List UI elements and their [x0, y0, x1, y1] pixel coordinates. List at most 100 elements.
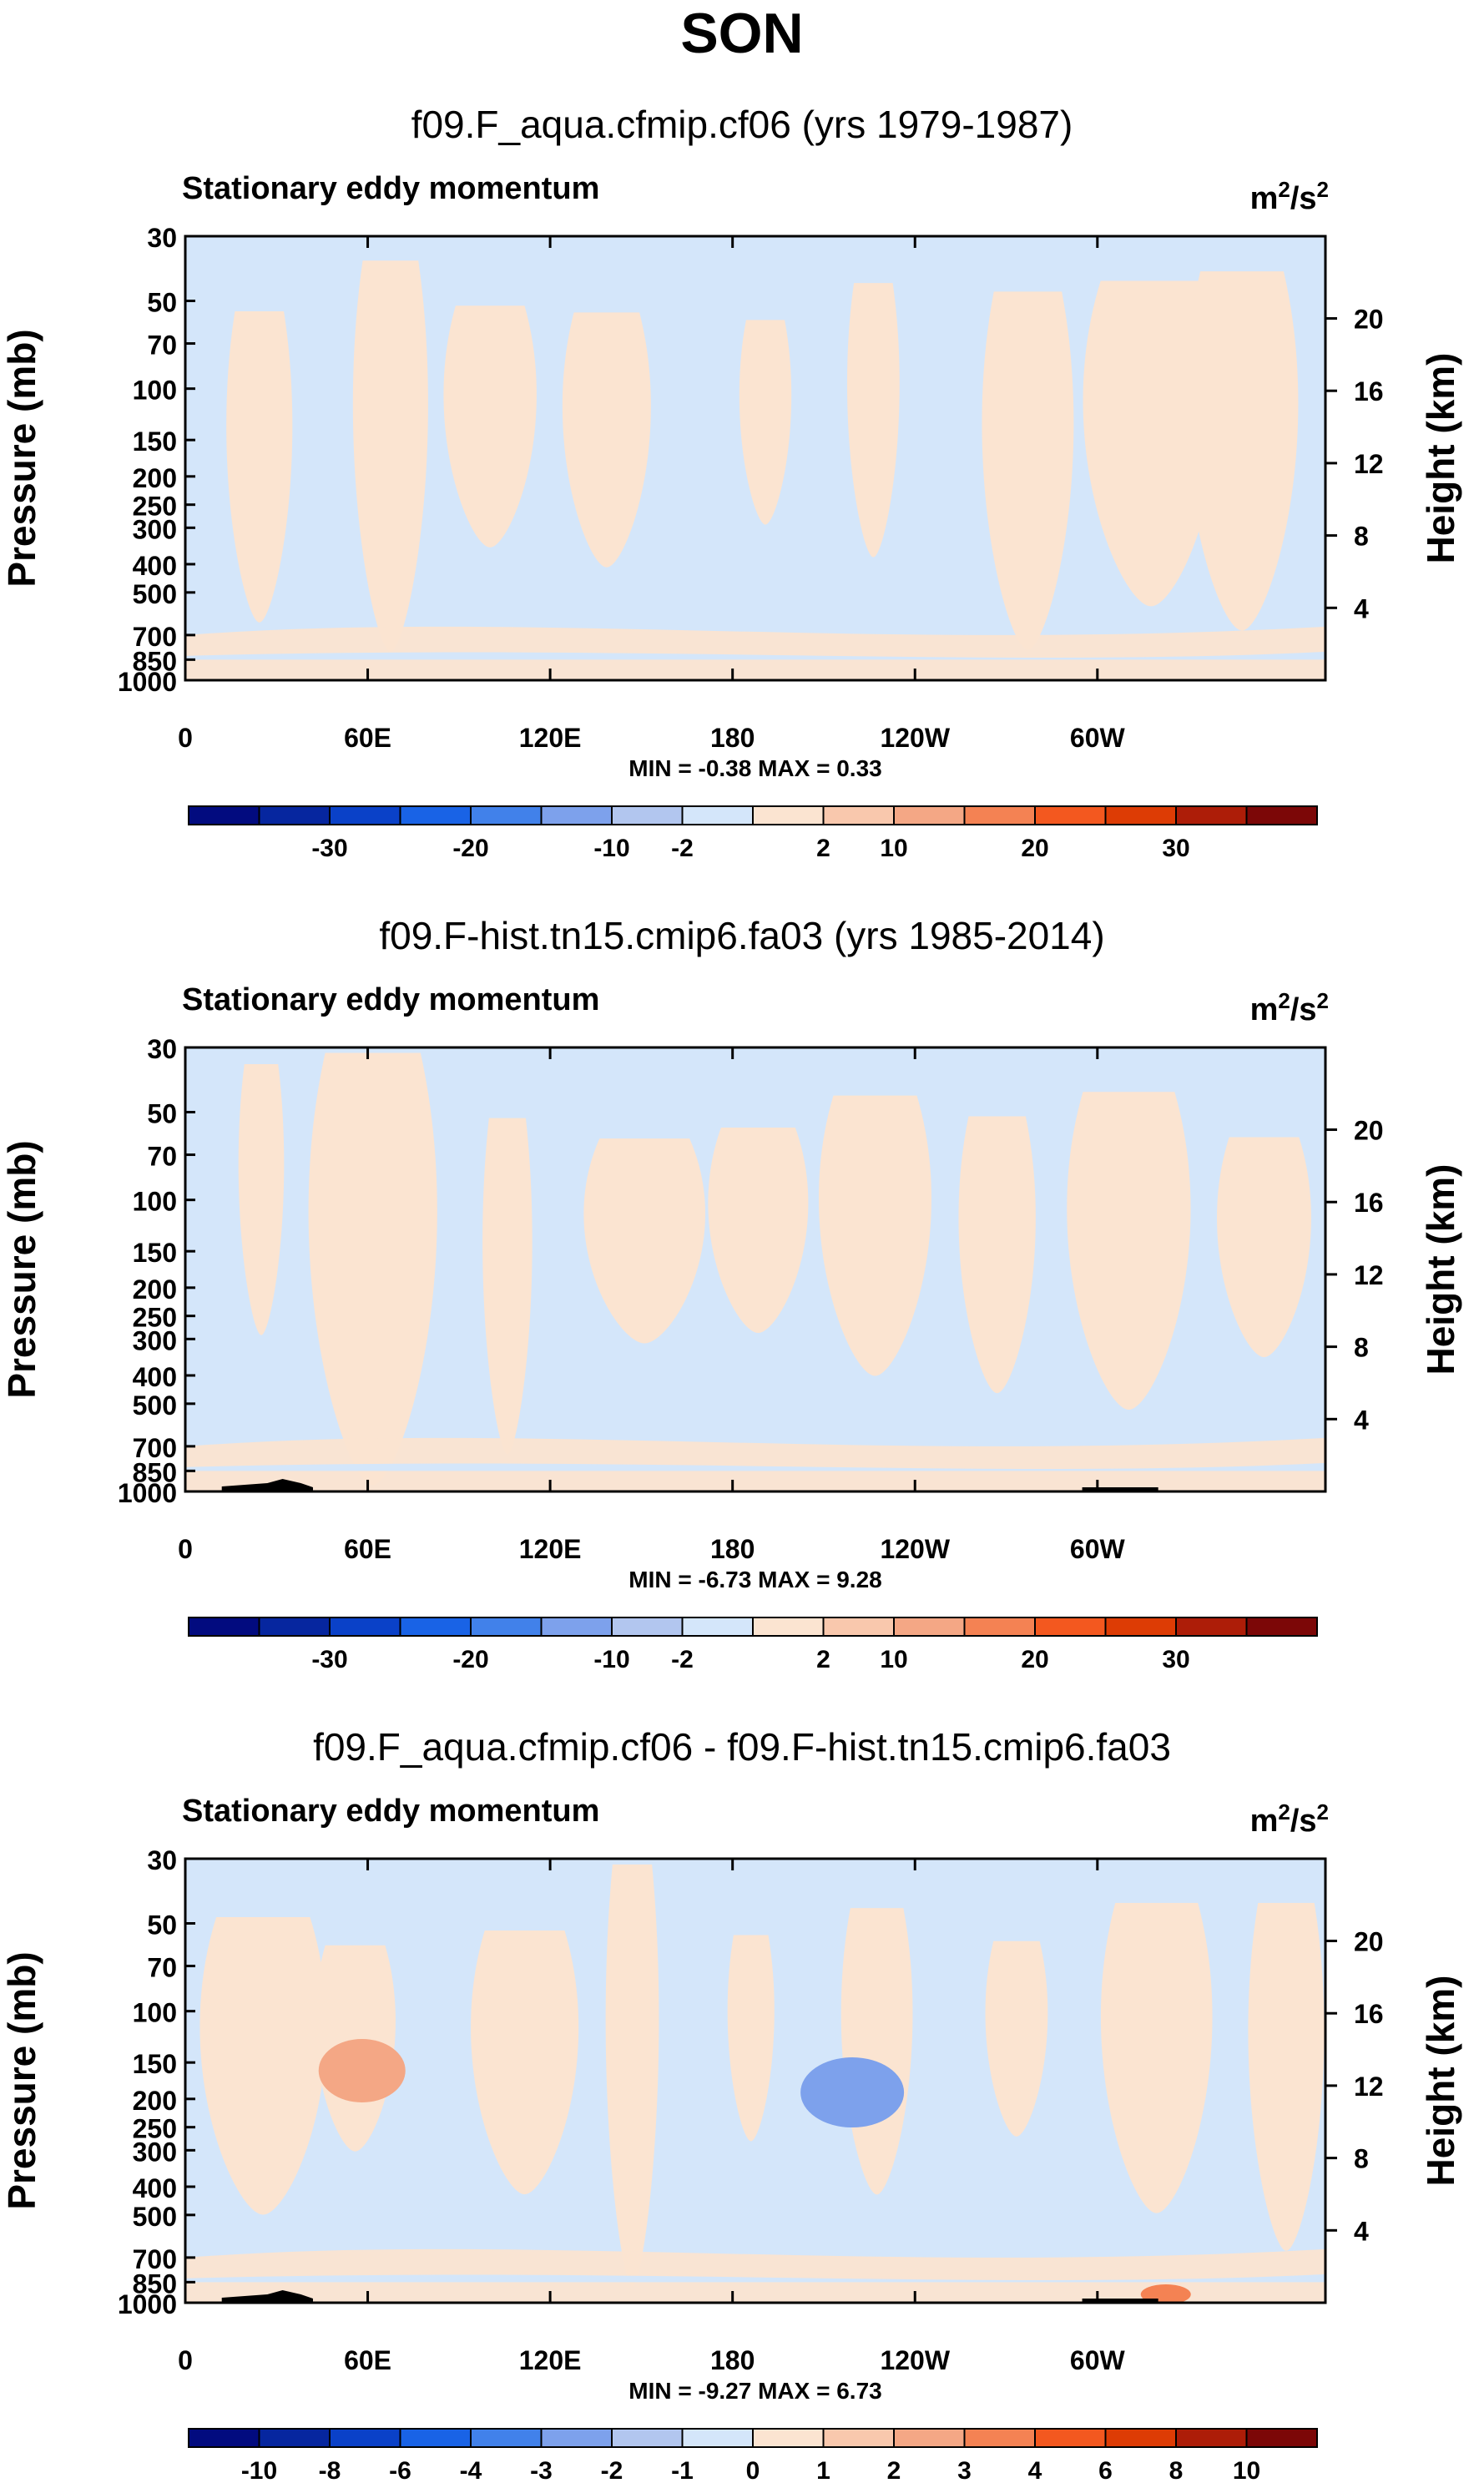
- y-axis-label: Pressure (mb): [0, 1140, 43, 1398]
- y2-tick-label: 12: [1354, 2072, 1384, 2102]
- y2-tick-label: 8: [1354, 2144, 1369, 2174]
- colorbar-box: [1104, 1617, 1177, 1637]
- chart-panel-1: f09.F_aqua.cfmip.cf06 (yrs 1979-1987) Sta…: [0, 103, 1462, 862]
- colorbar-label: 10: [880, 835, 907, 862]
- positive-region: [185, 1437, 1325, 1491]
- colorbar-box: [399, 2428, 472, 2448]
- y-tick-label: 100: [133, 1187, 177, 1217]
- panel-subtitle: Stationary eddy momentum: [182, 171, 599, 206]
- negative-region: [185, 2274, 1325, 2283]
- y-tick-label: 70: [147, 1142, 177, 1172]
- colorbar-label: -3: [530, 2457, 553, 2483]
- positive-region: [982, 291, 1074, 650]
- colorbar-label: 4: [1028, 2457, 1042, 2483]
- y-tick-label: 700: [133, 1433, 177, 1463]
- colorbar-box: [188, 2428, 260, 2448]
- y-tick-label: 30: [147, 223, 177, 253]
- colorbar-box: [611, 1617, 684, 1637]
- y-tick-label: 150: [133, 426, 177, 457]
- colorbar-box: [963, 2428, 1036, 2448]
- y-tick-label: 50: [147, 1910, 177, 1940]
- positive-anomaly: [1140, 2284, 1191, 2303]
- panel-title: f09.F_aqua.cfmip.cf06 - f09.F-hist.tn15.…: [313, 1725, 1171, 1769]
- positive-region: [562, 312, 651, 568]
- positive-region: [985, 1940, 1048, 2137]
- positive-region: [226, 310, 293, 623]
- x-tick-label: 120W: [880, 2345, 950, 2375]
- colorbar-box: [1245, 1617, 1318, 1637]
- colorbar-label: -30: [311, 1646, 347, 1673]
- x-tick-label: 60W: [1070, 1534, 1126, 1564]
- colorbar-box: [963, 1617, 1036, 1637]
- topography: [221, 2290, 313, 2303]
- panel-title: f09.F-hist.tn15.cmip6.fa03 (yrs 1985-201…: [379, 914, 1104, 957]
- chart-panel-2: f09.F-hist.tn15.cmip6.fa03 (yrs 1985-201…: [0, 914, 1462, 1673]
- y-tick-label: 400: [133, 2173, 177, 2203]
- y-axis-label: Pressure (mb): [0, 1951, 43, 2209]
- contour-field: [185, 236, 1325, 680]
- colorbar-box: [752, 1617, 825, 1637]
- positive-region: [199, 1916, 327, 2215]
- y2-axis-label: Height (km): [1419, 1976, 1462, 2187]
- colorbar-box: [822, 2428, 895, 2448]
- plot-frame: [184, 235, 1327, 682]
- positive-region: [1083, 280, 1219, 607]
- plot-frame: [184, 1857, 1327, 2304]
- colorbar-box: [1104, 2428, 1177, 2448]
- colorbar-box: [258, 805, 331, 825]
- colorbar-box: [470, 2428, 543, 2448]
- positive-region: [727, 1935, 775, 2142]
- y-tick-label: 1000: [118, 1478, 177, 1508]
- units-label: m2/s2: [1250, 988, 1329, 1027]
- colorbar-box: [399, 1617, 472, 1637]
- x-tick-label: 120W: [880, 1534, 950, 1564]
- positive-region: [846, 283, 900, 558]
- positive-region: [1067, 1092, 1191, 1411]
- positive-region: [958, 1116, 1036, 1394]
- y2-axis-label: Height (km): [1419, 1164, 1462, 1375]
- topography: [1082, 2299, 1158, 2303]
- positive-region: [308, 1052, 437, 1486]
- y2-tick-label: 16: [1354, 376, 1384, 406]
- y-tick-label: 70: [147, 331, 177, 361]
- y-tick-label: 30: [147, 1034, 177, 1064]
- positive-region: [443, 305, 537, 548]
- colorbar-label: 30: [1162, 1646, 1189, 1673]
- y-axis-label: Pressure (mb): [0, 329, 43, 587]
- y-tick-label: 200: [133, 463, 177, 493]
- y-tick-label: 200: [133, 2086, 177, 2116]
- x-tick-label: 60W: [1070, 2345, 1126, 2375]
- x-tick-label: 180: [710, 2345, 755, 2375]
- colorbar-label: -2: [601, 2457, 623, 2483]
- colorbar-box: [893, 805, 966, 825]
- colorbar-box: [822, 805, 895, 825]
- colorbar-label: 0: [746, 2457, 760, 2483]
- colorbar-label: -6: [389, 2457, 411, 2483]
- colorbar-box: [681, 1617, 754, 1637]
- positive-region: [739, 320, 792, 525]
- y-tick-label: 70: [147, 1953, 177, 1983]
- colorbar-label: -30: [311, 835, 347, 862]
- colorbar-label: 2: [816, 1646, 830, 1673]
- topography: [1082, 1487, 1158, 1491]
- colorbar-label: 30: [1162, 835, 1189, 862]
- topography: [221, 1479, 313, 1491]
- y-tick-label: 500: [133, 579, 177, 609]
- units-label: m2/s2: [1250, 177, 1329, 216]
- y-tick-label: 200: [133, 1274, 177, 1305]
- x-tick-label: 120W: [880, 723, 950, 753]
- x-tick-label: 60E: [344, 1534, 391, 1564]
- x-tick-label: 120E: [519, 723, 582, 753]
- x-tick-label: 60E: [344, 723, 391, 753]
- colorbar-label: 10: [880, 1646, 907, 1673]
- y2-tick-label: 20: [1354, 305, 1384, 335]
- colorbar-box: [1175, 2428, 1248, 2448]
- colorbar-label: -10: [241, 2457, 277, 2483]
- y-tick-label: 850: [133, 2269, 177, 2299]
- y-tick-label: 300: [133, 2137, 177, 2167]
- x-tick-label: 60W: [1070, 723, 1126, 753]
- colorbar-box: [1245, 805, 1318, 825]
- y-tick-label: 700: [133, 622, 177, 652]
- colorbar-box: [681, 805, 754, 825]
